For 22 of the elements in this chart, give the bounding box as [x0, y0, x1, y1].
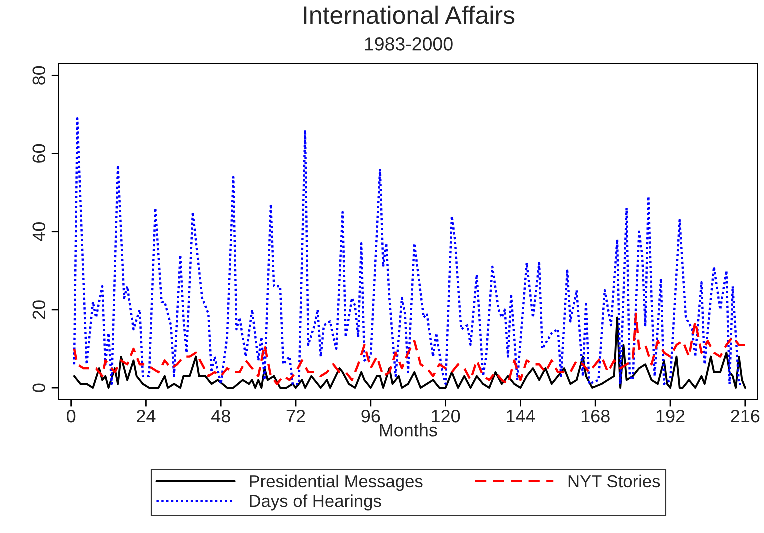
y-tick-label: 80: [32, 66, 46, 85]
x-tick-label: 96: [362, 410, 380, 423]
y-tick-label: 0: [32, 384, 46, 392]
legend-label: NYT Stories: [568, 474, 660, 488]
x-tick-label: 168: [582, 410, 610, 423]
x-tick-label: 120: [432, 410, 460, 423]
x-tick-label: 24: [137, 410, 156, 423]
chart-subtitle: 1983-2000: [365, 38, 453, 51]
y-tick-label: 40: [32, 222, 46, 242]
x-tick-label: 72: [286, 410, 306, 423]
x-tick-label: 144: [507, 410, 536, 423]
x-axis-title: Months: [380, 424, 438, 437]
x-tick-label: 0: [66, 410, 76, 423]
y-tick-label: 60: [32, 144, 46, 163]
legend-label: Days of Hearings: [250, 494, 382, 511]
x-tick-label: 192: [656, 410, 685, 423]
y-tick-label: 20: [32, 300, 46, 320]
line-series: [73, 118, 744, 386]
legend-label: Presidential Messages: [250, 474, 423, 492]
x-tick-label: 48: [211, 410, 230, 423]
x-tick-label: 216: [731, 410, 760, 423]
chart-title: International Affairs: [304, 6, 515, 24]
